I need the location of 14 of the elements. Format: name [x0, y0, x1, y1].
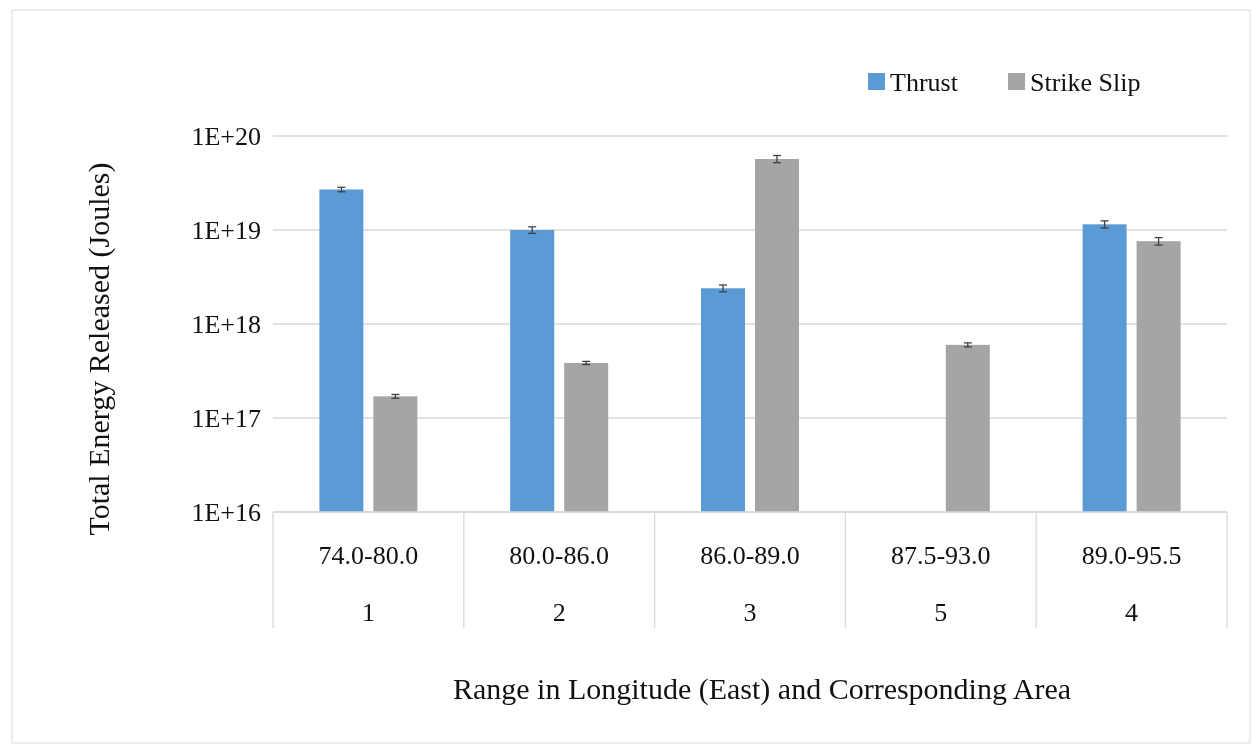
x-axis-title: Range in Longitude (East) and Corresponding Area — [452, 671, 1072, 706]
legend-label: Thrust — [890, 67, 959, 97]
x-tick-label: 86.0-89.0 3 — [700, 540, 800, 627]
y-tick-label: 1E+16 — [191, 497, 261, 527]
x-tick-label: 80.0-86.0 2 — [509, 540, 610, 627]
y-tick-label: 1E+18 — [191, 309, 261, 339]
y-tick-label: 1E+20 — [191, 121, 261, 151]
y-tick-label: 1E+17 — [191, 403, 261, 433]
legend-label: Strike Slip — [1030, 67, 1141, 97]
x-tick-label: 87.5-93.0 5 — [890, 540, 991, 627]
x-tick-label: 74.0-80.0 1 — [318, 540, 419, 627]
x-tick-label: 89.0-95.5 4 — [1081, 540, 1182, 627]
y-axis-title: Total Energy Released (Joules) — [81, 162, 116, 536]
y-tick-label: 1E+19 — [191, 215, 261, 245]
